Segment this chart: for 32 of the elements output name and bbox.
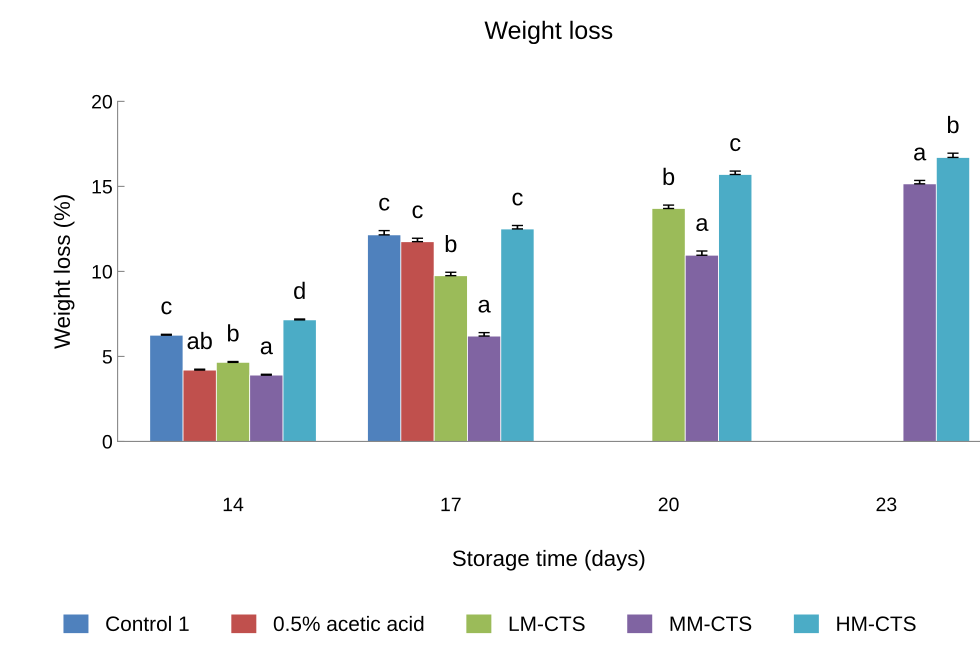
data-label: b — [446, 234, 456, 252]
x-tick-label: 23 — [876, 498, 896, 512]
y-tick-label: 15 — [92, 180, 112, 194]
legend-label: LM-CTS — [510, 616, 585, 632]
data-label: c — [161, 301, 172, 314]
x-tick-label: 20 — [658, 498, 679, 512]
y-tick-label: 5 — [102, 350, 112, 364]
chart-title: Weight loss — [484, 20, 612, 44]
data-label: a — [914, 148, 926, 160]
legend-label: Control 1 — [106, 616, 189, 632]
y-tick-label: 10 — [92, 264, 112, 279]
y-tick-label: 0 — [102, 434, 112, 449]
data-label: b — [664, 168, 674, 186]
data-label: c — [730, 138, 740, 152]
data-label: c — [512, 192, 523, 206]
data-label: c — [412, 205, 423, 218]
data-label: a — [696, 218, 708, 232]
x-axis-title: Storage time (days) — [452, 550, 644, 571]
y-tick-label: 20 — [92, 94, 112, 109]
y-axis-title: Weight loss (%) — [54, 195, 74, 349]
data-label: d — [294, 282, 305, 300]
data-label: a — [260, 341, 273, 354]
data-label: a — [478, 300, 491, 313]
data-label: c — [379, 198, 390, 211]
x-tick-label: 14 — [224, 498, 244, 512]
legend-label: HM-CTS — [837, 616, 916, 632]
x-tick-label: 17 — [441, 498, 461, 512]
data-label: b — [948, 116, 959, 134]
data-label: ab — [188, 332, 212, 350]
data-label: b — [228, 324, 239, 342]
legend-label: 0.5% acetic acid — [274, 616, 424, 632]
legend-label: MM-CTS — [670, 616, 752, 632]
